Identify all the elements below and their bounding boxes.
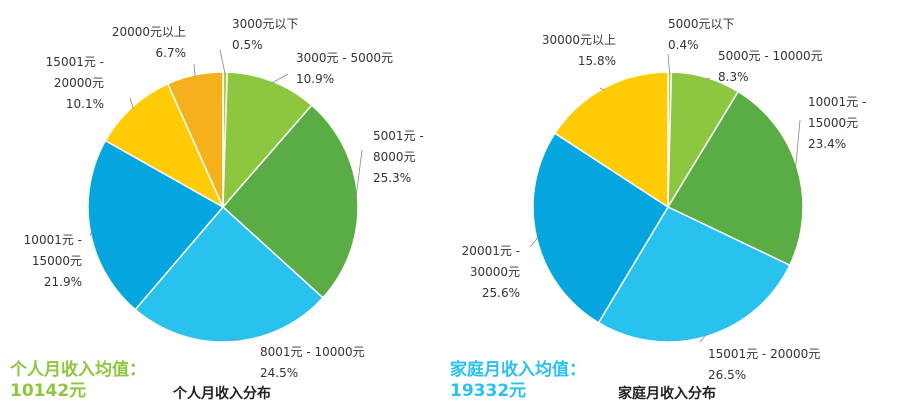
personal-slice-label: 8001元 - 10000元 24.5% [260, 345, 365, 380]
personal-leader-line [129, 97, 134, 109]
personal-leader-line [219, 49, 226, 75]
household-pie: 5000元以下 0.4%5000元 - 10000元 8.3% 10001元 -150… [462, 17, 867, 382]
household-slice-label: 5000元 - 10000元 8.3% [718, 49, 823, 84]
personal-pie-slice [221, 104, 359, 299]
personal-pie-slice [222, 71, 313, 210]
personal-leader-line [271, 73, 289, 84]
personal-slice-label: 3000元以下 0.5% [232, 17, 299, 52]
household-leader-line [667, 53, 671, 75]
personal-leader-line [193, 63, 196, 77]
personal-pie-slice [87, 139, 225, 311]
household-pie-slice [553, 71, 669, 209]
personal-income-mean-label: 个人月收入均值： [10, 360, 146, 380]
household-leader-line [795, 119, 801, 170]
personal-leader-line [89, 229, 93, 237]
personal-slice-label: 20000元以上 6.7% [112, 25, 186, 60]
household-chart-title: 家庭月收入分布 [618, 385, 716, 402]
household-leader-line [529, 236, 539, 248]
household-slice-label: 20001元 -30000元 25.6% [462, 244, 520, 300]
personal-income-mean-value: 10142元 [10, 381, 87, 401]
personal-leader-line [355, 149, 363, 200]
personal-slice-label: 5001元 -8000元 25.3% [373, 129, 424, 185]
household-slice-label: 10001元 -15000元 23.4% [808, 95, 866, 151]
household-income-mean-value: 19332元 [450, 381, 527, 401]
personal-pie: 3000元以下 0.5%3000元 - 5000元 10.9% 5001元 -8000… [24, 17, 424, 380]
personal-pie-slice [104, 82, 225, 209]
household-slice-label: 30000元以上 15.8% [542, 33, 616, 68]
household-leader-line [699, 334, 707, 343]
household-slice-label: 15001元 - 20000元 26.5% [708, 347, 820, 382]
household-income-mean: 家庭月收入均值： 19332元 [450, 360, 586, 402]
personal-chart-title: 个人月收入分布 [172, 385, 271, 402]
personal-slice-label: 10001元 -15000元 21.9% [24, 233, 82, 289]
household-leader-line [705, 77, 711, 80]
personal-slice-label: 3000元 - 5000元 10.9% [296, 51, 393, 86]
personal-pie-slice [134, 205, 324, 343]
personal-slice-label: 15001元 -20000元 10.1% [46, 55, 104, 111]
household-slice-label: 5000元以下 0.4% [668, 17, 735, 52]
household-pie-slice [666, 90, 804, 267]
household-pie-slice [532, 132, 670, 324]
household-leader-line [599, 87, 605, 91]
personal-income-mean: 个人月收入均值： 10142元 [10, 360, 146, 402]
household-income-mean-label: 家庭月收入均值： [450, 360, 586, 380]
household-pie-slice [597, 206, 791, 343]
